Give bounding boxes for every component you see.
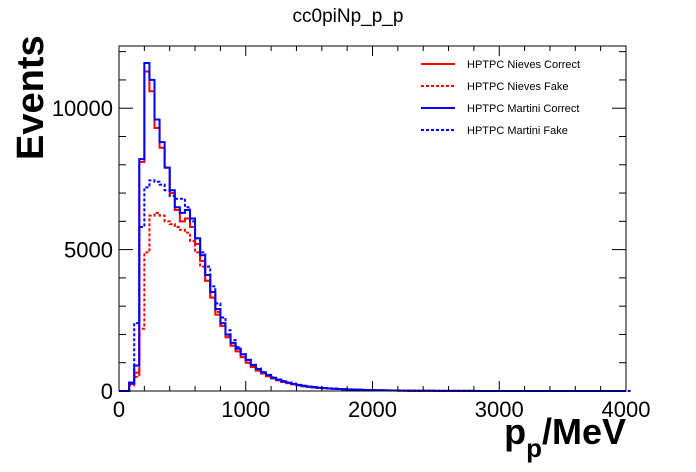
axis-layer: 0 1000 2000 3000 4000 0 5000 10000 [52,46,651,422]
x-axis-label: pp/MeV [504,411,626,463]
y-tick-label: 5000 [64,238,113,263]
x-tick-label: 2000 [348,397,397,422]
x-tick-label: 0 [113,397,125,422]
x-axis-label-main: p [504,411,526,452]
chart-title: cc0piNp_p_p [293,6,404,27]
legend-label: HPTPC Martini Correct [467,103,579,115]
x-tick-label: 4000 [602,397,651,422]
x-tick-label: 3000 [475,397,524,422]
legend: HPTPC Nieves Correct HPTPC Nieves Fake HPT… [421,59,580,137]
legend-label: HPTPC Martini Fake [467,125,568,137]
legend-label: HPTPC Nieves Correct [467,59,580,71]
x-axis-label-subscript: p [526,433,542,463]
y-axis-label: Events [10,35,52,160]
x-axis-label-suffix: /MeV [542,411,626,452]
y-tick-label: 0 [101,379,113,404]
x-tick-label: 1000 [221,397,270,422]
y-tick-label: 10000 [52,96,113,121]
legend-label: HPTPC Nieves Fake [467,81,568,93]
